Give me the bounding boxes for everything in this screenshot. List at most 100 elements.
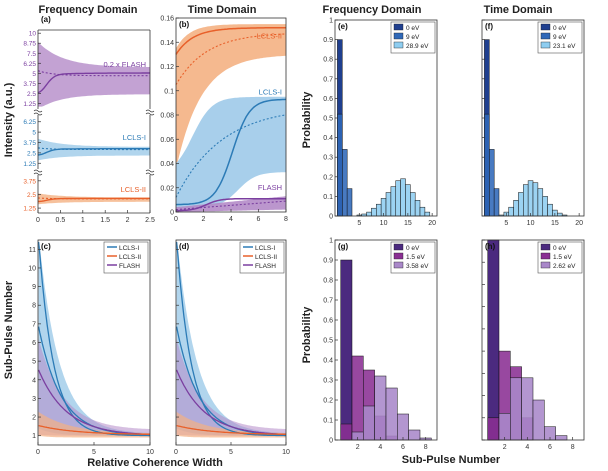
panel-e-ytick-label: 0.9	[323, 37, 333, 44]
panel-e-ytick-label: 0.7	[323, 76, 333, 83]
bar-g-s1	[351, 355, 364, 441]
panel-c-ytick-label: 10	[28, 265, 36, 272]
panel-b-ytick-label: 0.02	[160, 185, 174, 192]
panel-d-xtick-label: 0	[174, 449, 178, 456]
panel-g-legend-label: 0 eV	[406, 245, 420, 252]
band-b-flash	[176, 196, 286, 212]
panel-g-ytick-label: 0.6	[323, 318, 333, 325]
bar-e-s2	[390, 186, 397, 217]
curve-b-lcls2-dotted	[175, 33, 287, 85]
panel-e-ytick-label: 1	[329, 18, 333, 25]
panel-c-ytick-label: 9	[32, 284, 36, 291]
panel-h-panel-label: (h)	[485, 242, 496, 251]
panel-c-xtick-label: 10	[146, 449, 154, 456]
curve-c-lcls2	[38, 424, 150, 435]
ylabel-probability-bottom: Probability	[301, 306, 313, 364]
panel-b-ytick-label: 0.1	[164, 88, 174, 95]
annotation-b-lcls1: LCLS-I	[259, 87, 282, 96]
annotation-b-lcls2: LCLS-II	[257, 32, 282, 41]
panel-e-xtick-label: 15	[404, 220, 412, 227]
panel-e-legend-swatch	[393, 32, 404, 40]
xlabel-left: Relative Coherence Width	[87, 457, 223, 469]
panel-a-ytick-label: 7.5	[27, 51, 36, 58]
panel-c-ytick-label: 1	[32, 433, 36, 440]
panel-a-ytick-label: 5	[32, 130, 36, 137]
panel-a-xtick-label: 0.5	[56, 217, 66, 224]
panel-c-panel-label: (c)	[41, 242, 51, 251]
panel-h-xtick-label: 8	[571, 444, 575, 451]
axis-break-mark	[33, 169, 43, 176]
panel-a-ytick-label: 3.75	[23, 178, 36, 185]
bar-f-s2	[518, 192, 524, 217]
panel-e-legend-swatch	[393, 41, 404, 49]
panel-d-xtick-label: 10	[282, 449, 290, 456]
bar-f-s2	[557, 212, 563, 217]
panel-e-legend-label: 28.9 eV	[406, 43, 429, 50]
col-title-4: Time Domain	[484, 4, 553, 16]
annotation-lcls2: LCLS-II	[121, 185, 146, 194]
curve-d-lcls1-a	[175, 241, 286, 437]
axis-break-mask	[34, 109, 42, 115]
curve-solid-lcls1	[37, 148, 150, 156]
panel-f-legend-swatch	[540, 41, 551, 49]
bar-g-s2	[363, 405, 375, 441]
panel-b-xtick-label: 6	[257, 216, 261, 223]
bar-e-s2	[424, 211, 431, 217]
bar-f-s2	[523, 184, 529, 217]
panel-d-panel-label: (d)	[179, 242, 190, 251]
bar-e-s2	[385, 192, 392, 217]
band-b-lcls2	[176, 24, 286, 170]
bar-f-s1	[484, 113, 490, 217]
panel-g-legend-swatch	[393, 261, 404, 269]
panel-g-ytick-label: 0.2	[323, 398, 333, 405]
panel-a-ytick-label: 5	[32, 71, 36, 78]
panel-h-frame	[481, 239, 585, 441]
panel-b-xtick-label: 8	[284, 216, 288, 223]
col-title-3: Frequency Domain	[322, 4, 421, 16]
panel-g-ytick-label: 1	[329, 238, 333, 245]
bar-e-s2	[376, 203, 382, 217]
panel-d-legend-label: LCLS-II	[255, 254, 277, 261]
col-title-1: Frequency Domain	[38, 4, 137, 16]
panel-g-ytick-label: 0.7	[323, 298, 333, 305]
panel-e-ytick-label: 0.1	[323, 194, 333, 201]
curve-d-flash	[175, 369, 287, 436]
bar-f-s2	[532, 182, 539, 217]
panel-a-ytick-label: 6.25	[23, 61, 36, 68]
bar-f-s2	[508, 206, 514, 217]
curve-b-lcls2-solid	[175, 26, 286, 55]
curve-c-lcls1-a	[37, 241, 150, 437]
bar-e-s2	[414, 200, 421, 217]
panel-d-xtick-label: 5	[229, 449, 233, 456]
panel-g-legend-swatch	[393, 252, 404, 260]
panel-g-xtick-label: 4	[378, 444, 382, 451]
panel-f-panel-label: (f)	[485, 22, 493, 31]
panel-a-ytick-label: 2.5	[27, 150, 36, 157]
bar-g-s2	[374, 375, 387, 441]
panel-e-xtick-label: 20	[428, 220, 436, 227]
panel-h-legend-swatch	[540, 243, 551, 251]
panel-a-xtick-label: 1.5	[100, 217, 110, 224]
bar-f-s2	[542, 196, 548, 217]
curve-d-lcls2	[176, 424, 286, 435]
panel-e-legend-label: 9 eV	[406, 34, 420, 41]
panel-h-xtick-label: 2	[503, 444, 507, 451]
panel-g-ytick-label: 0.4	[323, 358, 333, 365]
panel-c-legend-label: LCLS-I	[119, 245, 139, 252]
bar-e-s1	[346, 188, 353, 217]
bar-h-s1	[487, 417, 500, 441]
annotation-lcls1: LCLS-I	[123, 133, 146, 142]
panel-f-legend-label: 9 eV	[553, 34, 567, 41]
panel-b-panel-label: (b)	[179, 20, 190, 29]
bar-e-s2	[410, 192, 416, 217]
panel-g-xtick-label: 8	[424, 444, 428, 451]
panel-f-xtick-label: 5	[504, 220, 508, 227]
panel-h-legend-label: 2.62 eV	[553, 263, 576, 270]
panel-b-ytick-label: 0.06	[160, 137, 174, 144]
panel-a-xtick-label: 2.5	[145, 217, 155, 224]
panel-b-ytick-label: 0.08	[160, 113, 174, 120]
panel-c-ytick-label: 6	[32, 340, 36, 347]
bar-e-s2	[371, 207, 377, 217]
bar-h-s2	[498, 413, 511, 441]
panel-e-ytick-label: 0.8	[323, 57, 333, 64]
